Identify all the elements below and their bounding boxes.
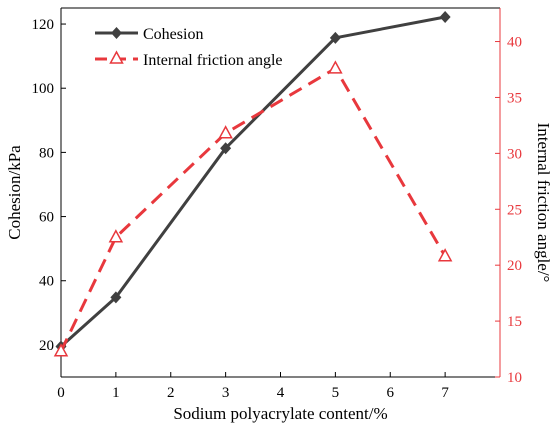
x-tick-label: 7 — [441, 385, 449, 401]
x-tick-label: 3 — [222, 385, 230, 401]
friction-angle-data-point — [53, 343, 69, 357]
y-right-tick-label: 40 — [507, 35, 522, 51]
y-right-tick-label: 15 — [507, 314, 522, 330]
cohesion-data-point — [110, 291, 122, 304]
y-left-tick-label: 80 — [39, 145, 54, 161]
x-tick-label: 6 — [387, 385, 395, 401]
y-right-tick-label: 30 — [507, 146, 522, 162]
y-right-tick-label: 20 — [507, 258, 522, 274]
x-tick-label: 0 — [57, 385, 65, 401]
y-left-tick-label: 100 — [32, 81, 55, 97]
cohesion-data-point — [329, 31, 341, 44]
friction-angle-series-line — [59, 66, 447, 352]
y-left-tick-label: 20 — [39, 338, 54, 354]
legend-cohesion-label: Cohesion — [143, 26, 203, 43]
y-left-axis-title: Cohesion/kPa — [5, 145, 24, 240]
friction-angle-data-point — [218, 125, 233, 139]
x-tick-label: 4 — [277, 385, 285, 401]
legend-friction-angle-marker — [109, 50, 124, 64]
legend-cohesion-marker — [111, 27, 122, 39]
y-left-tick-label: 40 — [39, 274, 54, 290]
y-right-tick-label: 10 — [507, 370, 522, 386]
legend-friction-angle-label: Internal friction angle — [143, 52, 283, 69]
chart-legend: Cohesion Internal friction angle — [95, 26, 283, 69]
y-left-tick-label: 120 — [32, 17, 55, 33]
y-right-tick-label: 25 — [507, 202, 522, 218]
friction-angle-data-point — [437, 248, 453, 262]
y-right-tick-label: 35 — [507, 90, 522, 106]
y-right-axis-title: Internal friction angle/° — [534, 123, 550, 283]
x-tick-label: 1 — [112, 385, 120, 401]
x-tick-label: 2 — [167, 385, 175, 401]
cohesion-data-point — [220, 142, 232, 155]
cohesion-data-point — [439, 10, 451, 23]
friction-angle-data-point — [108, 229, 124, 243]
x-tick-label: 5 — [332, 385, 340, 401]
y-left-tick-label: 60 — [39, 210, 54, 226]
x-axis-title: Sodium polyacrylate content/% — [173, 404, 387, 423]
friction-angle-data-point — [328, 60, 343, 74]
